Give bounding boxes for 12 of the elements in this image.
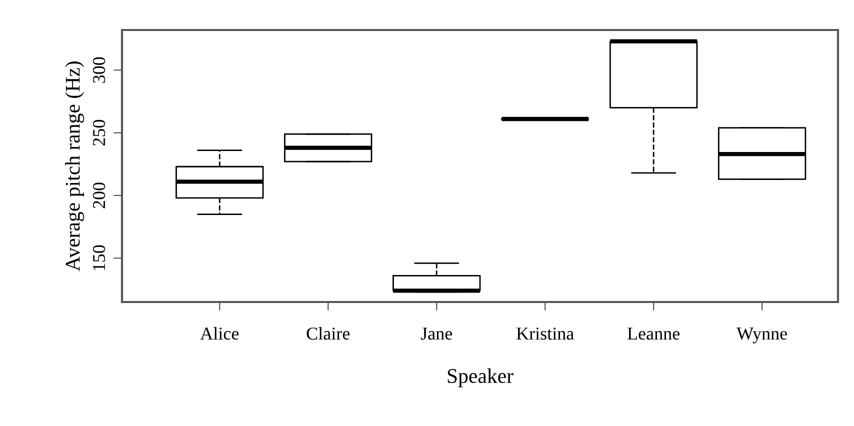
y-tick-label: 150 (92, 245, 106, 270)
x-tick-label: Alice (200, 327, 239, 340)
x-tick-label: Jane (420, 328, 452, 340)
y-tick-label: 250 (92, 120, 106, 146)
y-tick-label: 300 (92, 57, 106, 83)
y-axis-title: Average pitch range (Hz) (65, 62, 84, 272)
x-axis-title: Speaker (448, 368, 514, 388)
y-tick-label: 200 (92, 182, 106, 208)
x-tick-label: Leanne (628, 328, 680, 340)
x-tick-label: Wynne (736, 328, 787, 344)
x-tick-label: Kristina (516, 328, 574, 340)
x-tick-label: Claire (306, 327, 350, 340)
